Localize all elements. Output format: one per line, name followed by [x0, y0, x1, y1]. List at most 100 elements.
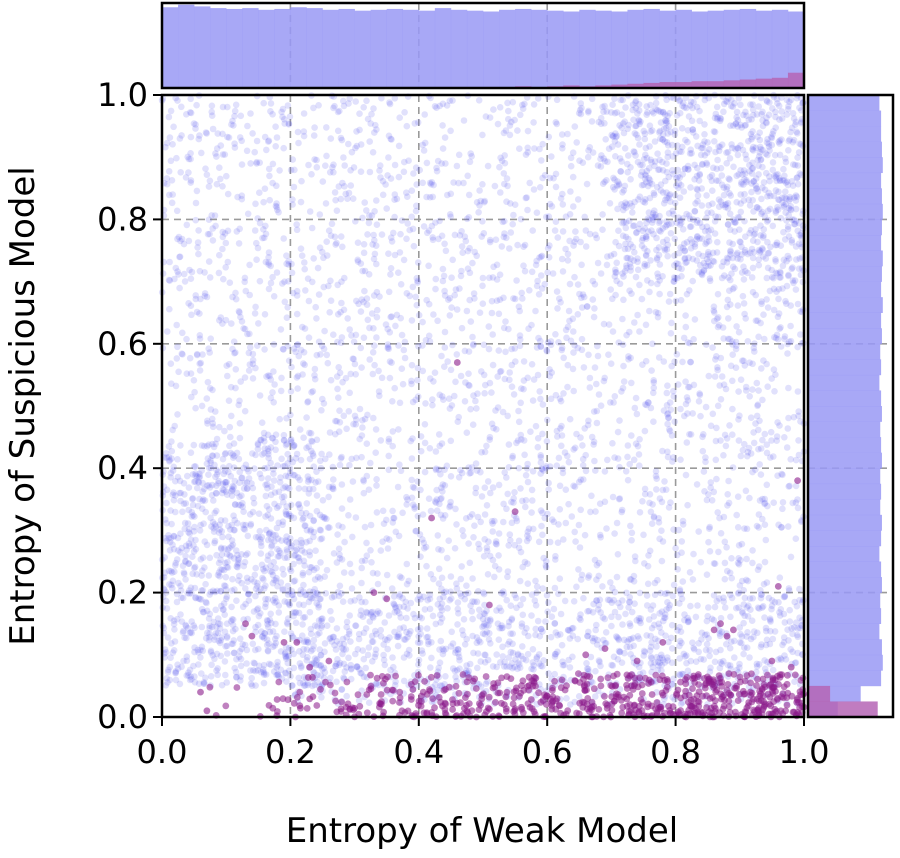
scatter-point-majority	[694, 233, 701, 240]
scatter-point-majority	[332, 197, 339, 204]
scatter-point-majority	[422, 469, 429, 476]
scatter-point-majority	[555, 339, 562, 346]
scatter-point-majority	[711, 128, 718, 135]
scatter-point-majority	[755, 162, 762, 169]
scatter-point-majority	[456, 657, 463, 664]
scatter-point-majority	[208, 212, 215, 219]
scatter-point-majority	[408, 214, 415, 221]
scatter-point-majority	[540, 555, 547, 562]
scatter-point-majority	[294, 292, 301, 299]
scatter-point-majority	[715, 549, 722, 556]
scatter-point-majority	[299, 621, 306, 628]
scatter-point-majority	[551, 606, 558, 613]
scatter-point-majority	[268, 100, 275, 107]
scatter-point-majority	[597, 534, 604, 541]
scatter-point-majority	[780, 263, 787, 270]
scatter-point-majority	[207, 555, 214, 562]
scatter-point-majority	[491, 574, 498, 581]
scatter-point-majority	[643, 253, 650, 260]
scatter-point-majority	[564, 131, 571, 138]
scatter-point-majority	[761, 614, 768, 621]
scatter-point-majority	[681, 335, 688, 342]
scatter-point-majority	[250, 351, 257, 358]
scatter-point-majority	[209, 103, 216, 110]
scatter-point-majority	[213, 552, 220, 559]
scatter-point-majority	[710, 411, 717, 418]
scatter-point-majority	[793, 256, 800, 263]
scatter-point-majority	[791, 137, 798, 144]
scatter-point-majority	[646, 289, 653, 296]
scatter-point-majority	[553, 218, 560, 225]
scatter-point-majority	[186, 590, 193, 597]
scatter-point-majority	[463, 582, 470, 589]
scatter-point-majority	[361, 334, 368, 341]
scatter-point-majority	[339, 244, 346, 251]
scatter-point-majority	[644, 592, 651, 599]
scatter-point-majority	[576, 693, 583, 700]
scatter-point-majority	[648, 660, 655, 667]
scatter-point-majority	[191, 120, 198, 127]
scatter-point-majority	[664, 154, 671, 161]
scatter-point-majority	[792, 121, 799, 128]
scatter-point-majority	[188, 302, 195, 309]
scatter-point-majority	[248, 675, 255, 682]
scatter-point-majority	[517, 485, 524, 492]
scatter-point-majority	[777, 137, 784, 144]
scatter-point-majority	[286, 511, 293, 518]
scatter-point-majority	[392, 323, 399, 330]
scatter-point-majority	[330, 331, 337, 338]
scatter-point-majority	[247, 344, 254, 351]
scatter-point-majority	[444, 358, 451, 365]
scatter-point-majority	[391, 385, 398, 392]
scatter-point-majority	[465, 464, 472, 471]
scatter-point-majority	[629, 107, 636, 114]
scatter-point-majority	[575, 566, 582, 573]
scatter-point-majority	[272, 595, 279, 602]
scatter-point-majority	[669, 208, 676, 215]
scatter-point-majority	[444, 605, 451, 612]
scatter-point-majority	[589, 96, 596, 103]
scatter-point-majority	[336, 407, 343, 414]
scatter-point-majority	[379, 231, 386, 238]
scatter-point-majority	[305, 639, 312, 646]
scatter-point-majority	[617, 168, 624, 175]
scatter-point-majority	[679, 125, 686, 132]
scatter-point-majority	[671, 393, 678, 400]
scatter-point-majority	[360, 104, 367, 111]
scatter-point-majority	[440, 266, 447, 273]
scatter-point-majority	[769, 142, 776, 149]
scatter-point-majority	[455, 418, 462, 425]
scatter-point-majority	[545, 480, 552, 487]
scatter-point-majority	[620, 233, 627, 240]
scatter-point-majority	[464, 308, 471, 315]
scatter-point-majority	[324, 622, 331, 629]
scatter-point-majority	[175, 369, 182, 376]
scatter-point-majority	[345, 141, 352, 148]
scatter-point-majority	[785, 223, 792, 230]
scatter-point-majority	[524, 207, 531, 214]
scatter-point-majority	[683, 472, 690, 479]
scatter-point-majority	[446, 504, 453, 511]
scatter-point-majority	[430, 237, 437, 244]
scatter-point-majority	[740, 620, 747, 627]
scatter-point-majority	[188, 449, 195, 456]
scatter-point-majority	[687, 569, 694, 576]
scatter-point-majority	[743, 177, 750, 184]
scatter-point-majority	[509, 383, 516, 390]
scatter-point-majority	[533, 602, 540, 609]
scatter-point-majority	[572, 228, 579, 235]
scatter-point-majority	[588, 493, 595, 500]
scatter-point-majority	[359, 215, 366, 222]
scatter-point-majority	[169, 448, 176, 455]
scatter-point-majority	[712, 115, 719, 122]
scatter-point-majority	[400, 624, 407, 631]
scatter-point-majority	[294, 451, 301, 458]
scatter-point-majority	[784, 341, 791, 348]
scatter-point-majority	[664, 390, 671, 397]
scatter-point-majority	[443, 248, 450, 255]
scatter-point-majority	[736, 589, 743, 596]
scatter-point-majority	[440, 145, 447, 152]
scatter-point-majority	[378, 437, 385, 444]
scatter-point-majority	[338, 455, 345, 462]
scatter-point-majority	[337, 462, 344, 469]
